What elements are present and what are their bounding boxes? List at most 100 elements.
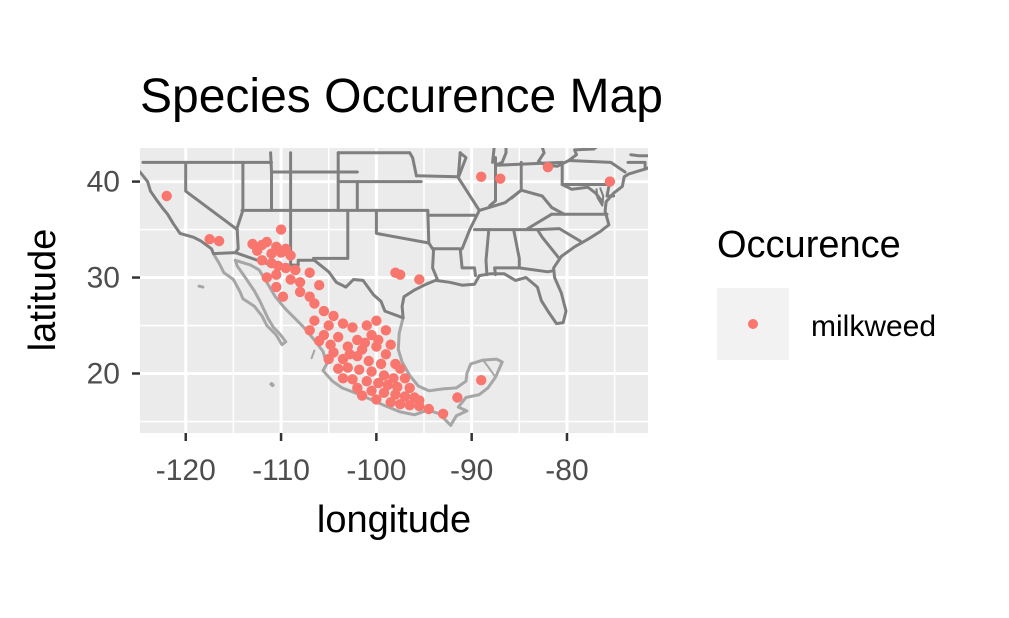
occurrence-point-milkweed (309, 298, 320, 309)
occurrence-point-milkweed (354, 364, 365, 375)
occurrence-point-milkweed (275, 224, 287, 235)
occurrence-point-milkweed (359, 337, 371, 348)
state-line (629, 153, 648, 158)
occurrence-point-milkweed (380, 349, 392, 360)
occurrence-point-milkweed (285, 250, 296, 261)
pacific-coast (233, 258, 453, 427)
occurrence-point-milkweed (352, 382, 363, 394)
legend: Occurence milkweed (717, 224, 936, 360)
occurrence-point-milkweed (404, 400, 415, 411)
baja-coast (211, 252, 288, 347)
islas-marias (310, 349, 316, 360)
occurrence-point-milkweed (495, 173, 506, 184)
state-line (408, 151, 418, 178)
state-line (517, 266, 555, 274)
occurrence-point-milkweed (261, 272, 272, 283)
occurrence-point-milkweed (476, 375, 487, 386)
occurrence-point-milkweed (382, 379, 393, 391)
occurrence-point-milkweed (344, 349, 355, 360)
occurrence-point-milkweed (342, 362, 353, 373)
occurrence-point-milkweed (366, 385, 377, 396)
lake-michigan (491, 148, 508, 167)
state-line (312, 208, 350, 262)
occurrence-point-milkweed (277, 291, 289, 302)
state-line (431, 247, 477, 278)
occurrence-point-milkweed (361, 320, 372, 331)
occurrence-point-milkweed (363, 355, 374, 367)
occurrence-point-milkweed (375, 358, 387, 370)
occurrence-point-milkweed (266, 248, 277, 259)
occurrence-point-milkweed (333, 331, 344, 343)
state-line (355, 180, 430, 212)
state-line (560, 183, 604, 204)
occurrence-point-milkweed (337, 373, 349, 384)
x-axis-title: longitude (317, 499, 471, 541)
occurrence-point-milkweed (437, 408, 449, 419)
occurrence-point-milkweed (275, 247, 287, 258)
plot-title: Species Occurence Map (140, 70, 663, 123)
state-line (524, 227, 582, 243)
occurrence-point-milkweed (373, 377, 384, 389)
occurrence-point-milkweed (385, 339, 396, 350)
y-tick-label: 20 (87, 358, 120, 391)
x-axis: -120 -110 -100 -90 -80 (156, 433, 589, 487)
y-axis: 20 30 40 (87, 166, 140, 391)
occurrence-point-milkweed (380, 325, 392, 336)
y-tick-label: 30 (87, 262, 120, 295)
occurrence-point-milkweed (256, 255, 268, 266)
occurrence-points (161, 162, 616, 419)
occurrence-point-milkweed (213, 235, 225, 247)
occurrence-point-milkweed (604, 176, 616, 187)
occurrence-point-milkweed (271, 281, 282, 293)
occurrence-point-milkweed (347, 322, 358, 333)
occurrence-point-milkweed (285, 274, 296, 285)
state-line (535, 228, 560, 259)
state-line (477, 188, 566, 216)
state-line (605, 184, 616, 198)
x-tick-label: -120 (156, 454, 216, 487)
occurrence-point-milkweed (309, 315, 320, 326)
occurrence-point-milkweed (347, 374, 358, 385)
occurrence-point-milkweed (371, 394, 382, 405)
occurrence-point-milkweed (395, 399, 406, 410)
revillagigedo (269, 382, 275, 387)
occurrence-point-milkweed (404, 382, 415, 394)
occurrence-point-milkweed (252, 245, 263, 256)
state-line (269, 151, 273, 212)
occurrence-point-milkweed (414, 274, 425, 285)
gulf-coast-mexico (396, 316, 504, 427)
occurrence-point-milkweed (204, 234, 215, 245)
occurrence-point-milkweed (323, 353, 334, 365)
x-tick-label: -110 (252, 454, 310, 487)
occurrence-point-milkweed (361, 376, 372, 387)
occurrence-point-milkweed (371, 315, 382, 326)
y-tick-label: 40 (87, 166, 120, 199)
occurrence-point-milkweed (290, 264, 301, 276)
occurrence-point-milkweed (323, 320, 334, 331)
occurrence-point-milkweed (399, 373, 411, 384)
x-tick-label: -100 (346, 454, 406, 487)
occurrence-point-milkweed (328, 310, 339, 322)
occurrence-point-milkweed (314, 335, 325, 347)
occurrence-point-milkweed (423, 403, 434, 415)
grid-minor (140, 148, 648, 433)
state-line (431, 247, 439, 281)
occurrence-point-milkweed (294, 286, 306, 298)
occurrence-point-milkweed (271, 269, 282, 280)
legend-label-milkweed: milkweed (811, 310, 936, 343)
occurrence-point-milkweed (366, 366, 377, 377)
occurrence-point-milkweed (304, 267, 315, 278)
state-line (233, 228, 240, 255)
isla-guadalupe (197, 284, 205, 289)
occurrence-point-milkweed (356, 390, 368, 401)
occurrence-point-milkweed (390, 267, 401, 278)
occurrence-point-milkweed (476, 171, 487, 182)
occurrence-point-milkweed (373, 334, 384, 346)
state-line (484, 228, 491, 277)
us-atlantic-coast (400, 166, 648, 326)
occurrence-point-milkweed (294, 277, 306, 288)
occurrence-point-milkweed (161, 190, 172, 202)
occurrence-point-milkweed (452, 392, 463, 403)
x-tick-label: -80 (545, 454, 588, 487)
x-tick-label: -90 (450, 454, 493, 487)
